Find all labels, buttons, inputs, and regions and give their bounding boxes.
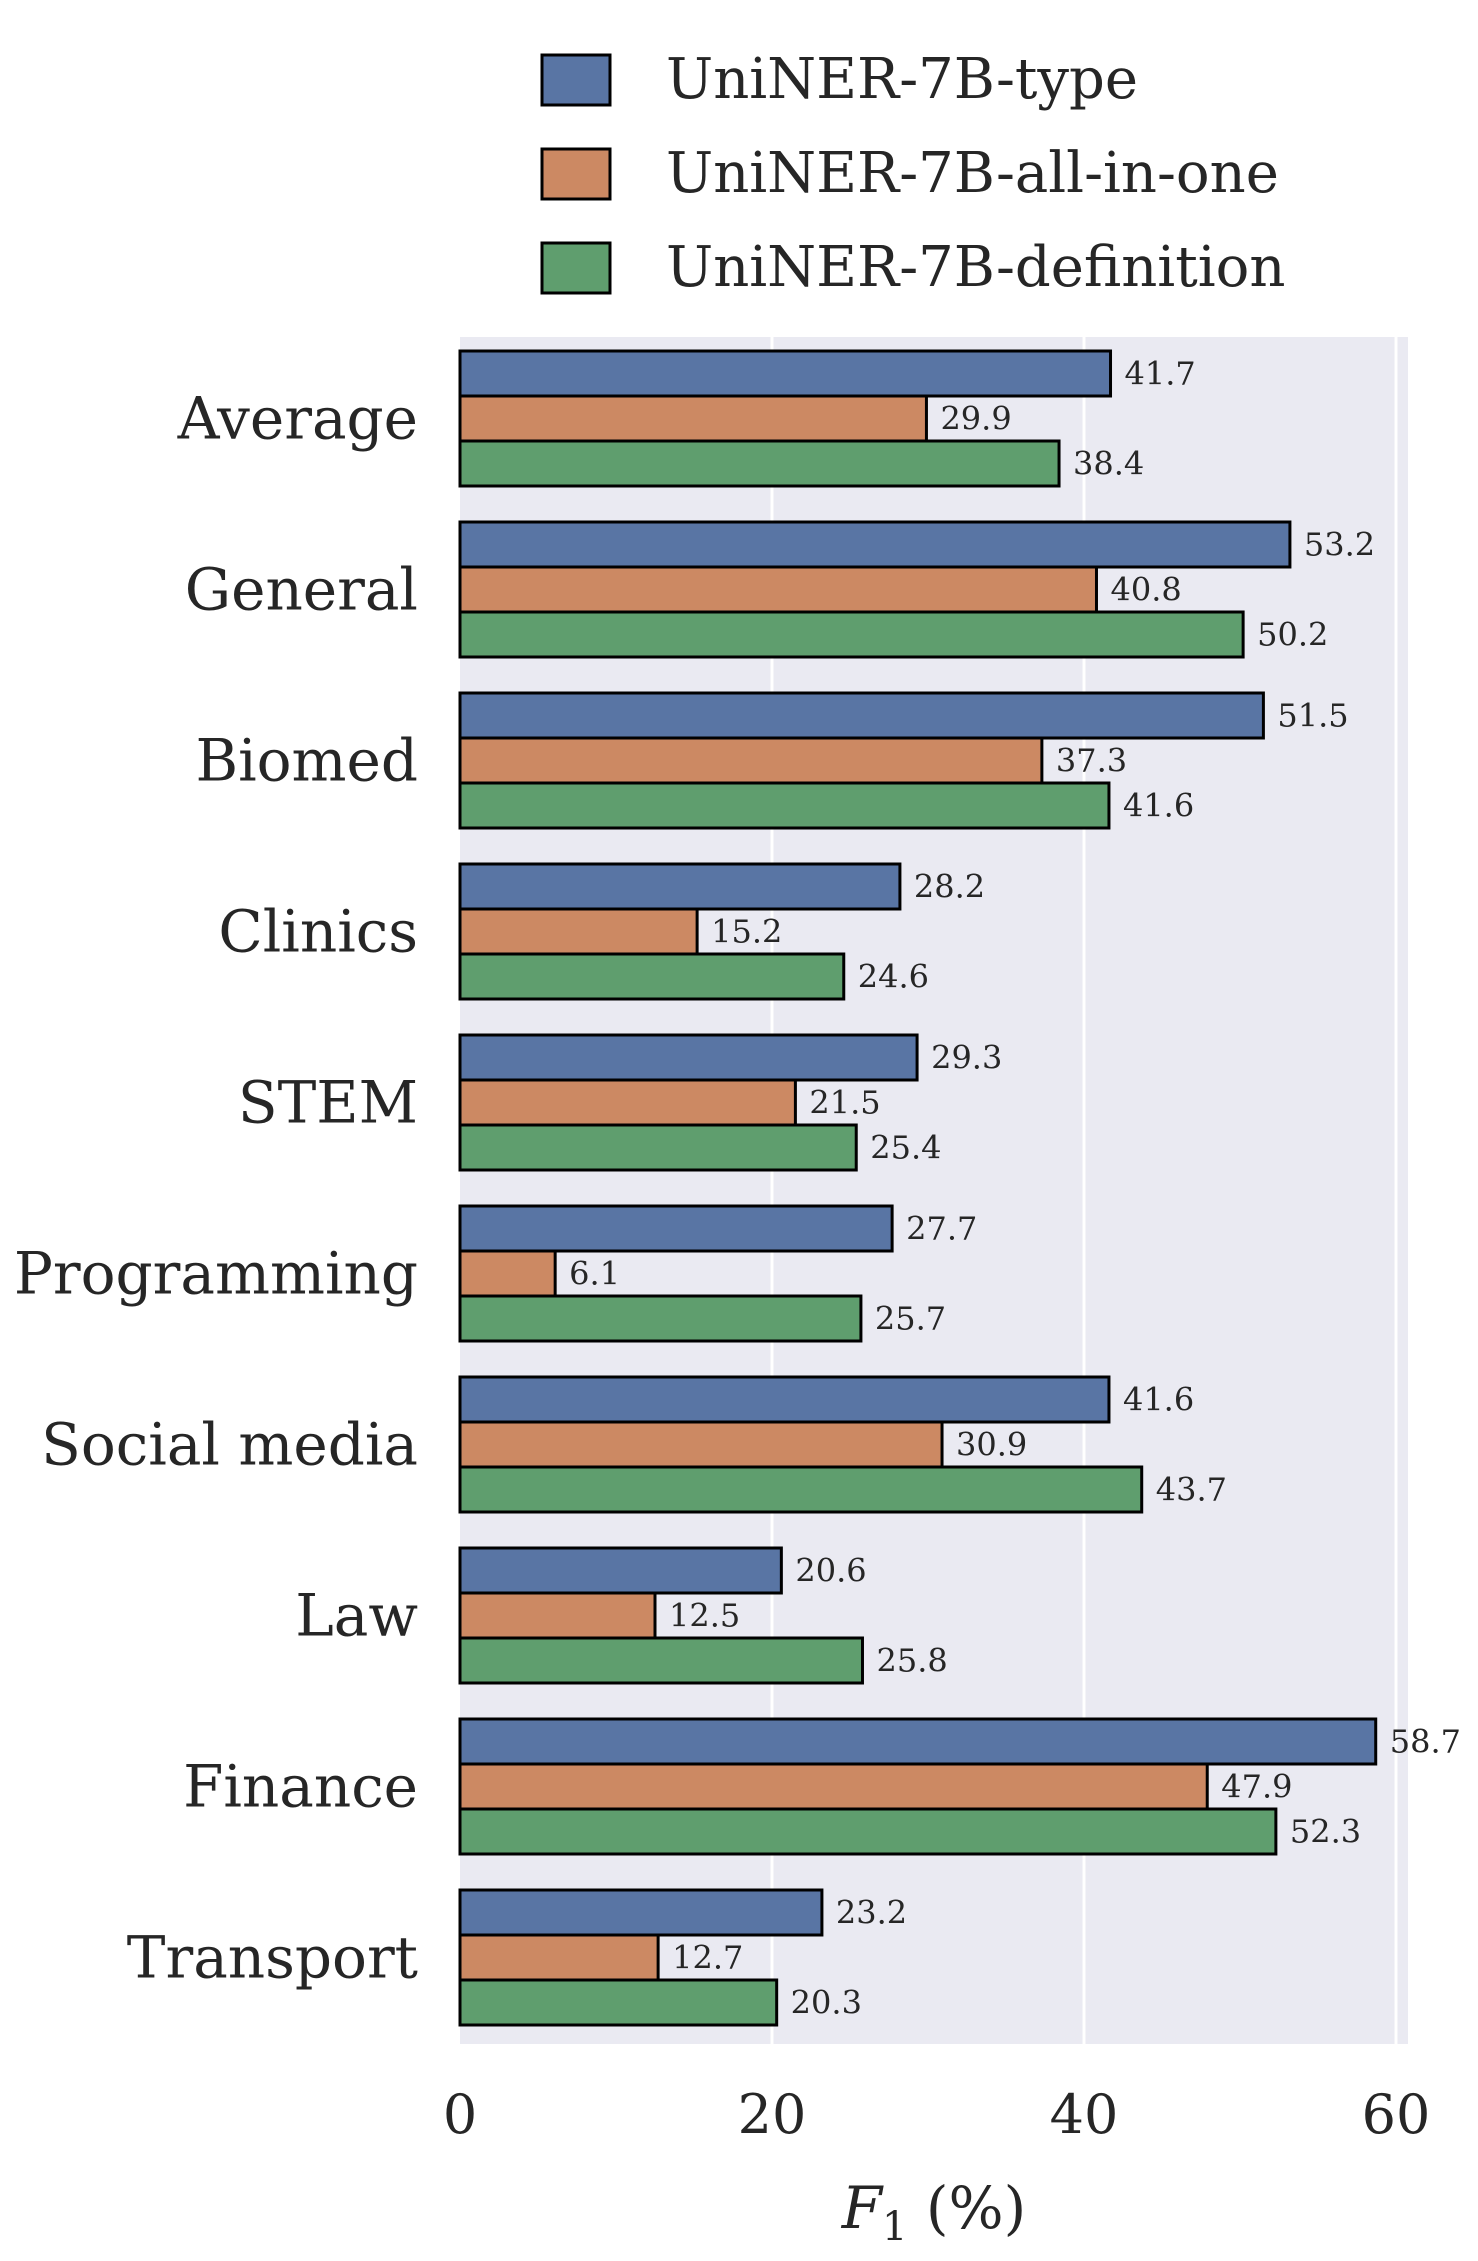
bar-label-programming-uniner-7b-all-in-one: 6.1 <box>569 1255 620 1293</box>
bar-transport-uniner-7b-definition <box>458 1978 779 2027</box>
bar-label-clinics-uniner-7b-type: 28.2 <box>914 868 985 906</box>
bar-programming-uniner-7b-all-in-one <box>458 1249 557 1298</box>
bar-value-labels: 41.7 29.9 38.4 53.2 40.8 50.2 51.5 37.3 41.6 28.2… <box>569 355 1461 2022</box>
bar-label-general-uniner-7b-definition: 50.2 <box>1257 616 1328 654</box>
bar-label-finance-uniner-7b-type: 58.7 <box>1390 1723 1461 1761</box>
bar-general-uniner-7b-all-in-one <box>458 565 1098 614</box>
category-label-average: Average <box>177 385 418 453</box>
x-axis-label: F1 (%) <box>841 2174 1027 2250</box>
bar-average-uniner-7b-type <box>458 349 1113 398</box>
category-label-general: General <box>185 556 418 624</box>
bars <box>458 349 1378 2027</box>
bar-label-law-uniner-7b-definition: 25.8 <box>876 1642 947 1680</box>
bar-stem-uniner-7b-all-in-one <box>458 1078 797 1127</box>
bar-label-finance-uniner-7b-definition: 52.3 <box>1290 1813 1361 1851</box>
bar-transport-uniner-7b-all-in-one <box>458 1933 660 1982</box>
bar-biomed-uniner-7b-all-in-one <box>458 736 1044 785</box>
bar-label-biomed-uniner-7b-definition: 41.6 <box>1123 787 1194 825</box>
bar-social-media-uniner-7b-definition <box>458 1465 1144 1514</box>
legend: UniNER-7B-type UniNER-7B-all-in-one UniNER… <box>540 47 1285 300</box>
x-axis-label-subscript: 1 <box>882 2204 907 2250</box>
category-label-programming: Programming <box>14 1240 418 1308</box>
bar-label-programming-uniner-7b-type: 27.7 <box>906 1210 977 1248</box>
bar-clinics-uniner-7b-type <box>458 862 902 911</box>
x-tick-label-20: 20 <box>738 2083 807 2146</box>
x-tick-label-40: 40 <box>1050 2083 1119 2146</box>
bar-law-uniner-7b-all-in-one <box>458 1591 657 1640</box>
bar-average-uniner-7b-all-in-one <box>458 394 928 443</box>
bar-social-media-uniner-7b-all-in-one <box>458 1420 944 1469</box>
category-label-law: Law <box>295 1582 418 1650</box>
x-axis-label-symbol: F <box>841 2174 884 2242</box>
x-axis-label-unit: (%) <box>907 2174 1026 2242</box>
bar-programming-uniner-7b-definition <box>458 1294 863 1343</box>
legend-label-uniner-7b-type: UniNER-7B-type <box>666 47 1138 112</box>
bar-label-social-media-uniner-7b-definition: 43.7 <box>1156 1471 1227 1509</box>
bar-label-clinics-uniner-7b-definition: 24.6 <box>858 958 929 996</box>
legend-swatch-uniner-7b-type <box>540 53 612 107</box>
bar-label-stem-uniner-7b-type: 29.3 <box>931 1039 1002 1077</box>
bar-label-biomed-uniner-7b-type: 51.5 <box>1277 697 1348 735</box>
category-label-biomed: Biomed <box>195 727 418 795</box>
bar-label-biomed-uniner-7b-all-in-one: 37.3 <box>1056 742 1127 780</box>
bar-label-finance-uniner-7b-all-in-one: 47.9 <box>1221 1768 1292 1806</box>
bar-label-average-uniner-7b-type: 41.7 <box>1125 355 1196 393</box>
bar-stem-uniner-7b-type <box>458 1033 919 1082</box>
x-tick-labels: 0 20 40 60 <box>443 2083 1431 2146</box>
bar-biomed-uniner-7b-definition <box>458 781 1111 830</box>
bar-general-uniner-7b-definition <box>458 610 1245 659</box>
bar-clinics-uniner-7b-all-in-one <box>458 907 699 956</box>
bar-general-uniner-7b-type <box>458 520 1292 569</box>
bar-label-stem-uniner-7b-all-in-one: 21.5 <box>809 1084 880 1122</box>
legend-swatch-uniner-7b-all-in-one <box>540 147 612 201</box>
legend-label-uniner-7b-all-in-one: UniNER-7B-all-in-one <box>666 141 1279 206</box>
category-label-social-media: Social media <box>41 1411 418 1479</box>
bar-label-stem-uniner-7b-definition: 25.4 <box>870 1129 941 1167</box>
bar-label-average-uniner-7b-definition: 38.4 <box>1073 445 1144 483</box>
x-tick-label-60: 60 <box>1362 2083 1431 2146</box>
bar-transport-uniner-7b-type <box>458 1888 824 1937</box>
bar-label-transport-uniner-7b-all-in-one: 12.7 <box>672 1939 743 1977</box>
category-label-transport: Transport <box>127 1924 418 1992</box>
bar-law-uniner-7b-type <box>458 1546 783 1595</box>
bar-finance-uniner-7b-all-in-one <box>458 1762 1209 1811</box>
bar-label-law-uniner-7b-all-in-one: 12.5 <box>669 1597 740 1635</box>
bar-label-clinics-uniner-7b-all-in-one: 15.2 <box>711 913 782 951</box>
bar-label-programming-uniner-7b-definition: 25.7 <box>875 1300 946 1338</box>
category-label-stem: STEM <box>238 1069 418 1137</box>
bar-label-general-uniner-7b-type: 53.2 <box>1304 526 1375 564</box>
bar-label-social-media-uniner-7b-all-in-one: 30.9 <box>956 1426 1027 1464</box>
bar-average-uniner-7b-definition <box>458 439 1061 488</box>
bar-social-media-uniner-7b-type <box>458 1375 1111 1424</box>
bar-label-general-uniner-7b-all-in-one: 40.8 <box>1110 571 1181 609</box>
category-label-clinics: Clinics <box>218 898 418 966</box>
bar-clinics-uniner-7b-definition <box>458 952 846 1001</box>
bar-finance-uniner-7b-type <box>458 1717 1378 1766</box>
bar-label-transport-uniner-7b-type: 23.2 <box>836 1894 907 1932</box>
bar-programming-uniner-7b-type <box>458 1204 894 1253</box>
bar-label-law-uniner-7b-type: 20.6 <box>795 1552 866 1590</box>
bar-label-social-media-uniner-7b-type: 41.6 <box>1123 1381 1194 1419</box>
bar-finance-uniner-7b-definition <box>458 1807 1278 1856</box>
bar-label-transport-uniner-7b-definition: 20.3 <box>791 1984 862 2022</box>
x-tick-label-0: 0 <box>443 2083 477 2146</box>
category-label-finance: Finance <box>183 1753 418 1821</box>
bar-label-average-uniner-7b-all-in-one: 29.9 <box>940 400 1011 438</box>
bar-stem-uniner-7b-definition <box>458 1123 858 1172</box>
legend-label-uniner-7b-definition: UniNER-7B-definition <box>666 235 1285 300</box>
category-labels: Average General Biomed Clinics STEM Programmi… <box>14 385 418 1992</box>
bar-law-uniner-7b-definition <box>458 1636 864 1685</box>
legend-swatch-uniner-7b-definition <box>540 241 612 295</box>
bar-biomed-uniner-7b-type <box>458 691 1265 740</box>
